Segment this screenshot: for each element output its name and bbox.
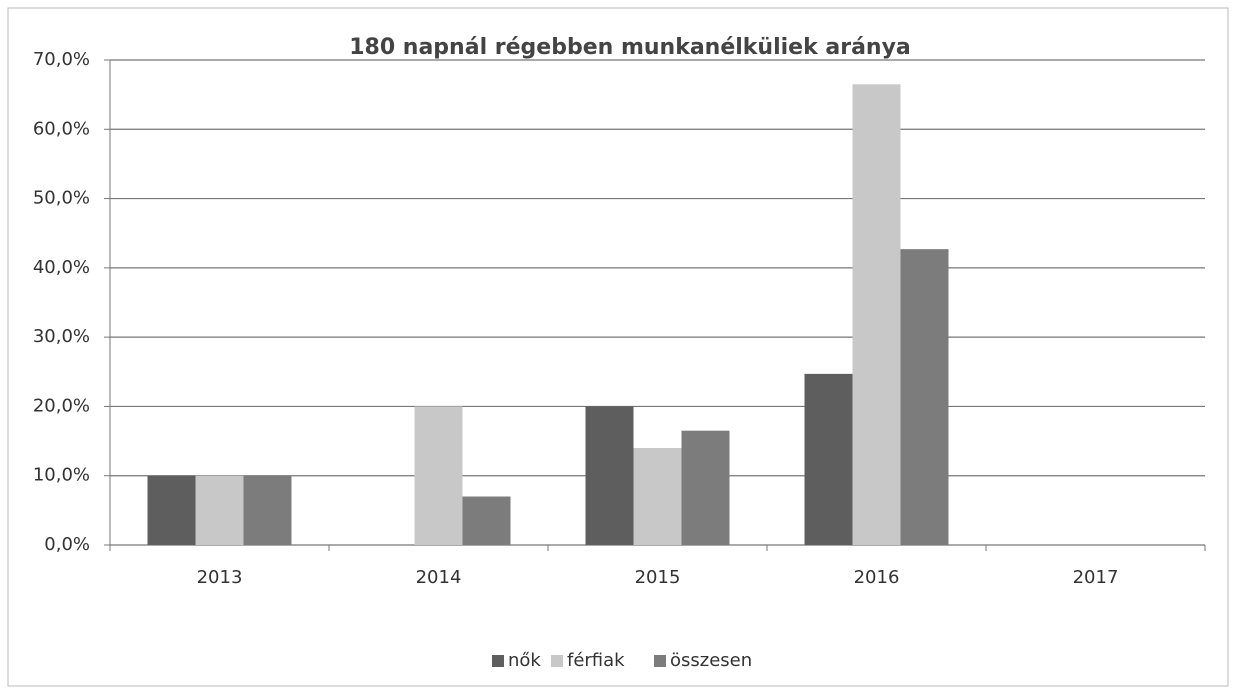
- y-tick-label: 0,0%: [44, 534, 90, 555]
- legend-swatch: [654, 655, 666, 667]
- y-tick-label: 20,0%: [33, 395, 90, 416]
- bar: [852, 84, 901, 545]
- y-tick-label: 60,0%: [33, 118, 90, 139]
- bar: [633, 448, 682, 545]
- y-tick-label: 70,0%: [33, 49, 90, 70]
- bar: [585, 406, 634, 545]
- y-tick-label: 40,0%: [33, 257, 90, 278]
- x-tick-label: 2014: [416, 567, 462, 588]
- bar: [147, 475, 196, 545]
- legend-swatch: [551, 655, 563, 667]
- bar: [243, 475, 292, 545]
- legend-label: férfiak: [567, 650, 625, 671]
- y-tick-label: 30,0%: [33, 326, 90, 347]
- x-tick-label: 2013: [197, 567, 243, 588]
- x-tick-label: 2015: [635, 567, 681, 588]
- x-tick-label: 2017: [1073, 567, 1119, 588]
- bar: [462, 496, 511, 545]
- x-tick-label: 2016: [854, 567, 900, 588]
- bar: [900, 249, 949, 545]
- chart-title: 180 napnál régebben munkanélküliek arány…: [349, 35, 911, 60]
- legend-label: összesen: [670, 650, 752, 671]
- legend-label: nők: [508, 650, 541, 671]
- y-tick-label: 50,0%: [33, 188, 90, 209]
- bar: [681, 430, 730, 545]
- bar: [804, 373, 853, 545]
- legend-swatch: [492, 655, 504, 667]
- bar: [195, 475, 244, 545]
- y-tick-label: 10,0%: [33, 465, 90, 486]
- bar: [414, 406, 463, 545]
- chart-border: [7, 7, 1229, 687]
